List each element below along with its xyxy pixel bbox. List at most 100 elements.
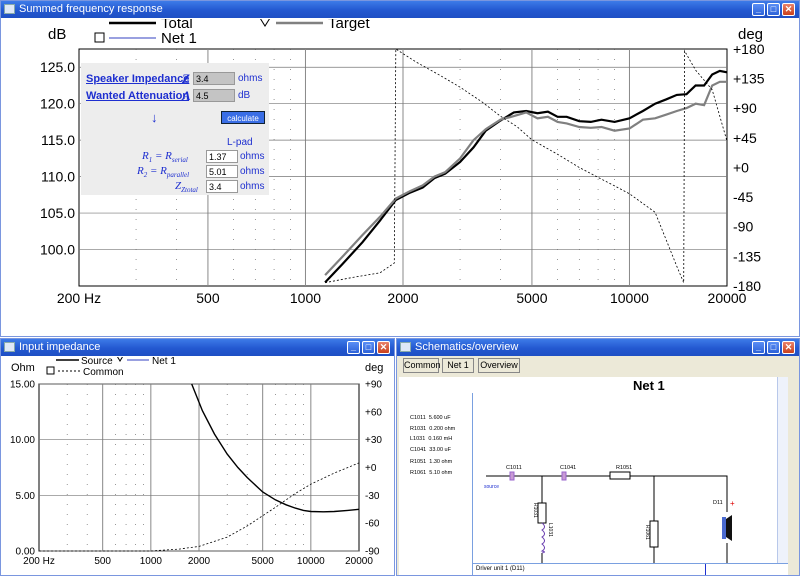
y-tick-label: 100.0 (40, 241, 75, 257)
r2-label: R2 = Rparallel (137, 165, 190, 180)
x-tick-label: 1000 (140, 556, 163, 567)
net1-button[interactable]: Net 1 (442, 358, 474, 373)
parts-list-panel: C1011 5.600 uF R1031 0.200 ohm L1031 0.1… (399, 393, 473, 575)
legend-net1-marker-icon (117, 357, 123, 362)
ztotal-output[interactable] (206, 180, 238, 193)
impedance-title: Input impedance (19, 341, 101, 353)
y2-tick-label: -180 (733, 278, 761, 294)
impedance-title-bar[interactable]: Input impedance _ □ ✕ (1, 339, 394, 356)
y2-tick-label: -90 (365, 547, 380, 558)
attenuation-input[interactable] (193, 89, 235, 102)
y2-tick-label: +60 (365, 407, 382, 418)
r2-output[interactable] (206, 165, 238, 178)
maximize-icon[interactable]: □ (767, 3, 780, 16)
legend-source-label: Source (81, 357, 113, 367)
parts-list-item: L1031 0.160 mH (410, 436, 453, 442)
attenuation-unit: dB (238, 90, 251, 101)
resistor-r1031 (537, 502, 547, 524)
overview-button[interactable]: Overview (478, 358, 520, 373)
legend-net1-label: Net 1 (161, 30, 197, 47)
r1-unit: ohms (240, 151, 265, 162)
input-impedance-chart[interactable]: Ohm deg Source Net 1 Common 200 Hz 500 100… (1, 357, 395, 576)
y2-tick-label: +0 (733, 159, 749, 175)
phase-curve (325, 48, 728, 284)
schematics-title: Schematics/overview (415, 341, 519, 353)
speaker-impedance-symbol: Z (182, 71, 190, 86)
speaker-impedance-input[interactable] (193, 72, 235, 85)
y2-tick-label: -60 (365, 519, 380, 530)
minimize-icon[interactable]: _ (752, 3, 765, 16)
minimize-icon[interactable]: _ (752, 341, 765, 354)
common-button[interactable]: Common (403, 358, 441, 373)
close-icon[interactable]: ✕ (782, 3, 795, 16)
parts-list-item: C1041 33.00 uF (410, 447, 451, 453)
total-curve (324, 69, 728, 284)
x-tick-label: 10000 (297, 556, 325, 567)
x-tick-label: 2000 (387, 290, 418, 306)
y-tick-label: 15.00 (10, 380, 35, 391)
y2-tick-label: +90 (365, 380, 382, 391)
y-tick-label: 10.00 (10, 435, 35, 446)
legend-net1-label: Net 1 (152, 357, 176, 367)
label-r1031: R1031 (532, 503, 538, 518)
close-icon[interactable]: ✕ (377, 341, 390, 354)
schematic-canvas: Net 1 C1011 5.600 uF R1031 0.200 ohm L10… (399, 377, 788, 575)
close-icon[interactable]: ✕ (782, 341, 795, 354)
parts-list-item: R1051 1.30 ohm (410, 459, 453, 465)
maximize-icon[interactable]: □ (767, 341, 780, 354)
y2-tick-label: +90 (733, 100, 757, 116)
parts-list-item: R1061 5.10 ohm (410, 470, 453, 476)
x-tick-label: 20000 (708, 290, 747, 306)
driver-cone (726, 515, 732, 541)
speaker-impedance-link[interactable]: Speaker Impedance (86, 73, 190, 85)
ztotal-unit: ohms (240, 181, 265, 192)
label-c1011: C1011 (506, 465, 522, 471)
schematics-title-bar[interactable]: Schematics/overview _ □ ✕ (397, 339, 799, 356)
label-source: source (484, 484, 499, 490)
r1-label: R1 = Rserial (142, 150, 188, 165)
r2-unit: ohms (240, 166, 265, 177)
y2-tick-label: -90 (733, 219, 753, 235)
window-icon (400, 342, 411, 352)
y2-tick-label: +180 (733, 41, 765, 57)
driver-d11-icon (722, 517, 726, 539)
source-curve (191, 383, 360, 513)
y-tick-label: 110.0 (41, 169, 75, 185)
y2-tick-label: +45 (733, 130, 757, 146)
lpad-calculator-panel: Speaker Impedance Z ohms Wanted Attenuat… (81, 63, 269, 195)
legend-target-marker-icon (260, 19, 270, 27)
y2-axis-unit: deg (738, 26, 763, 43)
x-tick-label: 20000 (345, 556, 373, 567)
y-axis-unit: dB (48, 26, 66, 43)
x-tick-label: 500 (94, 556, 111, 567)
calculate-button[interactable]: calculate (221, 111, 265, 124)
speaker-impedance-unit: ohms (238, 73, 263, 84)
y2-tick-label: +30 (365, 435, 382, 446)
x-tick-label: 1000 (290, 290, 321, 306)
window-icon (4, 4, 15, 14)
maximize-icon[interactable]: □ (362, 341, 375, 354)
y2-tick-label: -135 (733, 248, 761, 264)
minimize-icon[interactable]: _ (347, 341, 360, 354)
capacitor-c1011 (509, 471, 515, 481)
x-tick-label: 500 (196, 290, 220, 306)
label-c1041: C1041 (560, 465, 576, 471)
wanted-attenuation-link[interactable]: Wanted Attenuation (86, 90, 190, 102)
r1-output[interactable] (206, 150, 238, 163)
summed-response-chart[interactable]: dB deg Total Net 1 Target 200 Hz 500 1000 2… (1, 19, 800, 337)
y-tick-label: 5.00 (16, 491, 36, 502)
legend-net1-checkbox[interactable] (94, 32, 105, 43)
label-l1031: L1031 (547, 523, 553, 537)
y-tick-label: 0.00 (16, 547, 36, 558)
legend-common-checkbox[interactable] (46, 366, 55, 375)
y2-tick-label: -45 (733, 189, 753, 205)
driver-plus-sign: + (730, 499, 735, 508)
schematic-heading: Net 1 (633, 378, 665, 393)
legend-target-label: Target (328, 19, 371, 32)
vertical-scrollbar[interactable] (777, 377, 788, 563)
legend-common-label: Common (83, 367, 124, 378)
status-bar: Driver unit 1 (D11) (472, 563, 788, 575)
summed-title-bar[interactable]: Summed frequency response _ □ ✕ (1, 1, 799, 18)
x-tick-label: 200 Hz (57, 290, 101, 306)
y-tick-label: 115.0 (41, 132, 75, 148)
